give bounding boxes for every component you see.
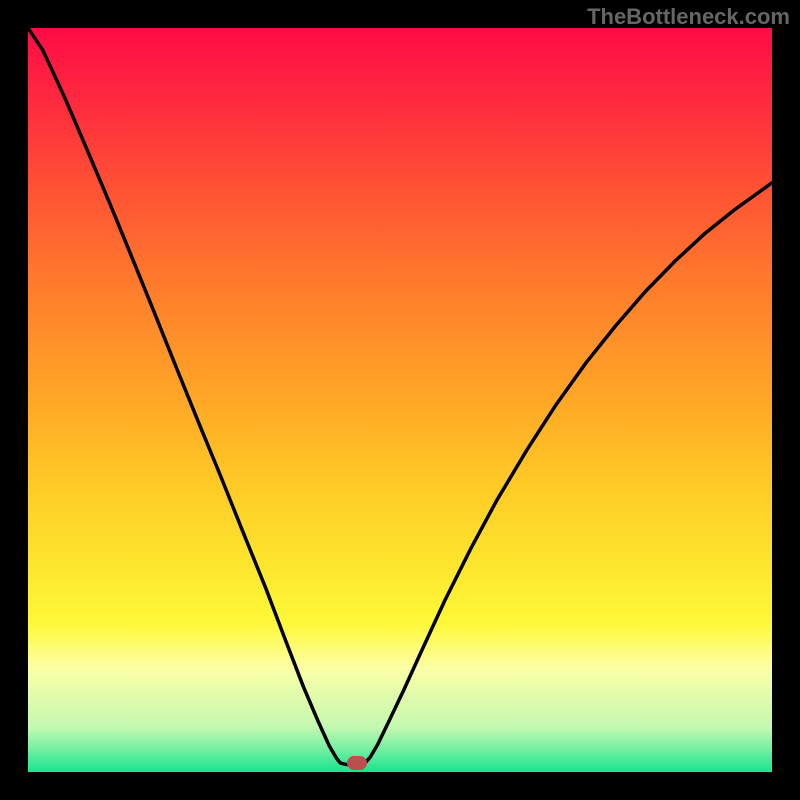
plot-area	[28, 28, 772, 772]
optimal-marker	[347, 756, 367, 770]
curve-svg	[28, 28, 772, 772]
watermark-text: TheBottleneck.com	[587, 4, 790, 30]
chart-container: TheBottleneck.com	[0, 0, 800, 800]
bottleneck-curve	[28, 28, 772, 765]
